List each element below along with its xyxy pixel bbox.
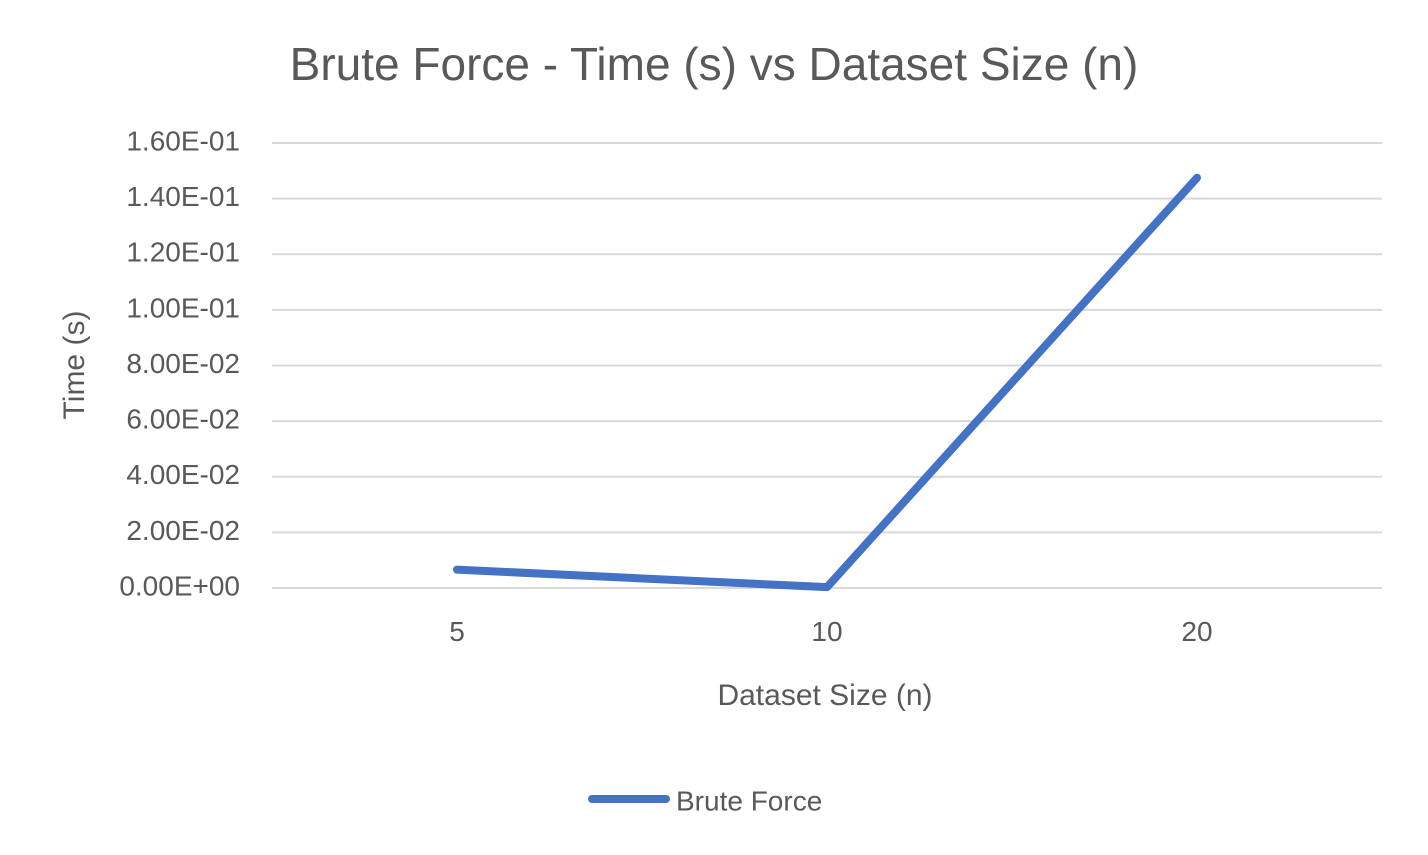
y-tick-label: 1.00E-01 (126, 292, 240, 323)
x-axis-label: Dataset Size (n) (717, 679, 932, 712)
y-axis-label: Time (s) (58, 311, 91, 420)
x-tick-labels: 5 10 20 (449, 616, 1212, 647)
y-tick-label: 8.00E-02 (126, 348, 240, 379)
y-tick-labels: 1.60E-01 1.40E-01 1.20E-01 1.00E-01 8.00E-02… (119, 125, 240, 601)
series-line-brute-force (453, 173, 1201, 592)
gridlines (272, 142, 1382, 589)
chart-title: Brute Force - Time (s) vs Dataset Size (… (290, 38, 1139, 90)
y-tick-label: 1.60E-01 (126, 125, 240, 156)
legend-label: Brute Force (676, 785, 822, 816)
y-tick-label: 2.00E-02 (126, 515, 240, 546)
legend: Brute Force (588, 785, 822, 816)
y-tick-label: 6.00E-02 (126, 404, 240, 435)
y-tick-label: 0.00E+00 (119, 570, 240, 601)
x-tick-label: 20 (1181, 616, 1212, 647)
y-tick-label: 1.40E-01 (126, 181, 240, 212)
x-tick-label: 5 (449, 616, 465, 647)
y-tick-label: 1.20E-01 (126, 237, 240, 268)
series-group (453, 173, 1201, 592)
x-tick-label: 10 (811, 616, 842, 647)
y-tick-label: 4.00E-02 (126, 459, 240, 490)
